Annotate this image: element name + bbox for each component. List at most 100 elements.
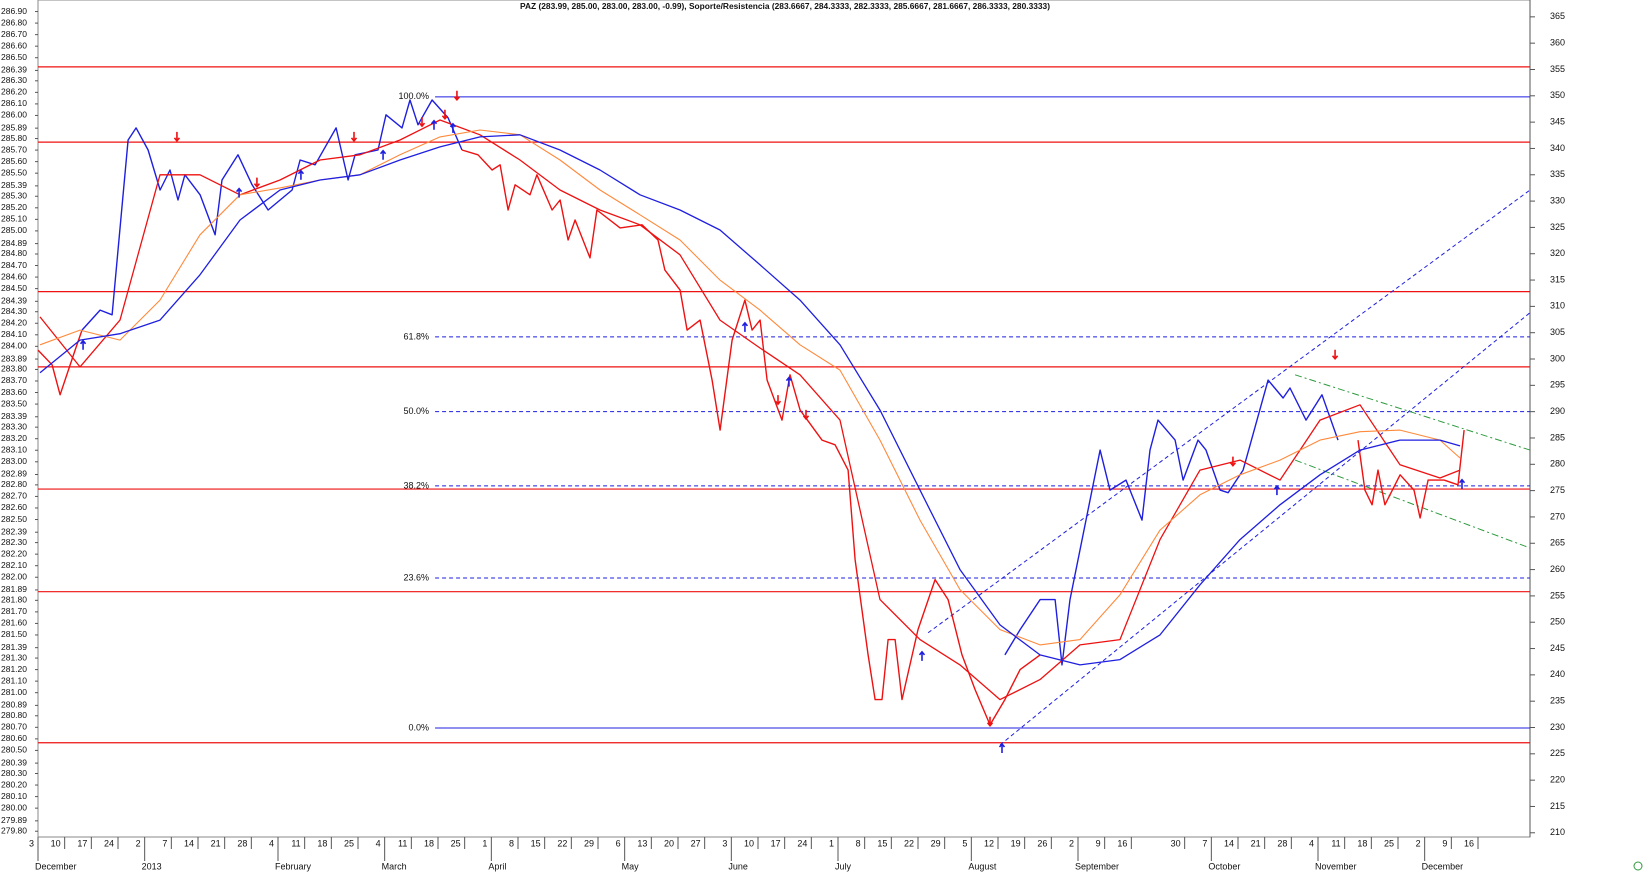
x-tick-label: 6 (616, 838, 621, 848)
y2-tick-label: 283.10 (1, 444, 27, 454)
y2-tick-label: 281.10 (1, 675, 27, 685)
x-tick-label: 17 (77, 838, 87, 848)
y2-tick-label: 282.50 (1, 514, 27, 524)
y2-tick-label: 282.20 (1, 548, 27, 558)
month-label: February (275, 861, 312, 871)
x-tick-label: 1 (482, 838, 487, 848)
y2-tick-label: 284.10 (1, 329, 27, 339)
month-label: April (488, 861, 506, 871)
x-tick-label: 20 (664, 838, 674, 848)
month-label: November (1315, 861, 1357, 871)
x-tick-label: 25 (451, 838, 461, 848)
x-tick-label: 7 (162, 838, 167, 848)
month-label: May (622, 861, 640, 871)
y2-tick-label: 280.80 (1, 710, 27, 720)
signal-arrow (1273, 484, 1281, 496)
x-tick-label: 8 (509, 838, 514, 848)
y2-tick-label: 284.30 (1, 306, 27, 316)
y2-tick-label: 285.89 (1, 122, 27, 132)
y2-tick-label: 286.20 (1, 87, 27, 97)
x-tick-label: 21 (1251, 838, 1261, 848)
signal-arrow (430, 119, 438, 130)
y-tick-label: 230 (1550, 722, 1565, 732)
signal-arrow (379, 149, 387, 160)
x-tick-label: 11 (291, 838, 300, 848)
y-tick-label: 280 (1550, 459, 1565, 469)
y2-tick-label: 284.89 (1, 238, 27, 248)
y2-tick-label: 284.60 (1, 271, 27, 281)
y2-tick-label: 280.60 (1, 733, 27, 743)
signal-arrow (449, 122, 457, 133)
y2-tick-label: 282.70 (1, 491, 27, 501)
x-tick-label: 2 (1416, 838, 1421, 848)
y-tick-label: 315 (1550, 274, 1565, 284)
signal-arrow (774, 395, 782, 406)
signal-arrow (253, 177, 261, 188)
y2-tick-label: 284.50 (1, 283, 27, 293)
y2-tick-label: 286.80 (1, 17, 27, 27)
y-tick-label: 310 (1550, 301, 1565, 311)
y-tick-label: 350 (1550, 90, 1565, 100)
y-tick-label: 355 (1550, 64, 1565, 74)
fib-label: 0.0% (409, 722, 430, 732)
y2-tick-label: 281.39 (1, 642, 27, 652)
y2-tick-label: 283.89 (1, 353, 27, 363)
y2-tick-label: 283.00 (1, 456, 27, 466)
y-tick-label: 360 (1550, 38, 1565, 48)
y2-tick-label: 280.50 (1, 745, 27, 755)
y2-tick-label: 284.70 (1, 260, 27, 270)
x-tick-label: 15 (531, 838, 541, 848)
y-tick-label: 260 (1550, 564, 1565, 574)
signal-arrow (79, 339, 87, 350)
month-label: December (35, 861, 77, 871)
y2-tick-label: 282.30 (1, 537, 27, 547)
price-line (39, 134, 1461, 666)
x-tick-label: 30 (1171, 838, 1181, 848)
fib-label: 38.2% (404, 480, 430, 490)
x-tick-label: 18 (317, 838, 327, 848)
y2-tick-label: 283.50 (1, 398, 27, 408)
y-tick-label: 305 (1550, 327, 1565, 337)
y2-tick-label: 282.60 (1, 502, 27, 512)
y2-tick-label: 282.80 (1, 479, 27, 489)
y2-tick-label: 285.70 (1, 144, 27, 154)
signal-arrow (1458, 478, 1466, 489)
x-tick-label: 27 (691, 838, 701, 848)
y-tick-label: 365 (1550, 11, 1565, 21)
y2-tick-label: 286.00 (1, 110, 27, 120)
x-tick-label: 26 (1037, 838, 1047, 848)
y2-tick-label: 286.10 (1, 98, 27, 108)
signal-arrow (453, 90, 461, 102)
y2-tick-label: 285.60 (1, 156, 27, 166)
fib-label: 100.0% (399, 91, 430, 101)
signal-arrow (741, 321, 749, 332)
signal-arrow (350, 131, 358, 143)
y-tick-label: 210 (1550, 827, 1565, 837)
y2-tick-label: 285.10 (1, 214, 27, 224)
signal-arrow (441, 109, 449, 121)
signal-arrow (297, 169, 305, 180)
y-tick-label: 265 (1550, 538, 1565, 548)
trendline (999, 312, 1531, 746)
x-tick-label: 10 (51, 838, 61, 848)
status-icon (1633, 861, 1643, 871)
x-tick-label: 4 (269, 838, 274, 848)
signal-arrow (986, 716, 994, 727)
y2-tick-label: 285.50 (1, 167, 27, 177)
trendline (1294, 374, 1531, 451)
trendline (1294, 459, 1531, 549)
y2-tick-label: 284.39 (1, 296, 27, 306)
y2-tick-label: 286.50 (1, 52, 27, 62)
x-tick-label: 7 (1202, 838, 1207, 848)
y2-tick-label: 281.50 (1, 629, 27, 639)
x-tick-label: 22 (557, 838, 567, 848)
x-tick-label: 16 (1117, 838, 1127, 848)
y-tick-label: 295 (1550, 380, 1565, 390)
x-tick-label: 17 (771, 838, 781, 848)
y2-tick-label: 286.60 (1, 40, 27, 50)
month-label: December (1422, 861, 1464, 871)
y2-tick-label: 281.89 (1, 584, 27, 594)
y-tick-label: 245 (1550, 643, 1565, 653)
month-label: September (1075, 861, 1119, 871)
